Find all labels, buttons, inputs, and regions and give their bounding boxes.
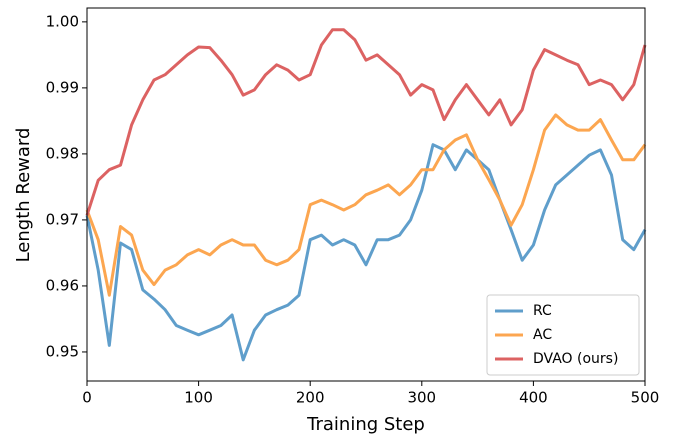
x-tick-label: 100 [184, 389, 213, 407]
series-line [85, 28, 647, 216]
y-tick-label: 1.00 [46, 12, 79, 30]
y-tick-label: 0.99 [46, 78, 79, 96]
x-tick-label: 300 [407, 389, 436, 407]
x-tick-label: 200 [296, 389, 325, 407]
legend-label: DVAO (ours) [533, 351, 618, 367]
x-tick-label: 0 [82, 389, 92, 407]
y-tick-label: 0.97 [46, 210, 79, 228]
y-tick-label: 0.95 [46, 342, 79, 360]
x-tick-label: 400 [519, 389, 548, 407]
legend-box [486, 294, 640, 376]
series-line [85, 113, 647, 297]
y-tick-label: 0.98 [46, 144, 79, 162]
y-tick-label: 0.96 [46, 276, 79, 294]
x-tick-label: 500 [631, 389, 660, 407]
legend-label: RC [533, 303, 552, 319]
y-axis-label: Length Reward [13, 128, 34, 263]
x-axis-label: Training Step [306, 414, 425, 435]
plot-frame [86, 7, 646, 382]
legend-label: AC [533, 327, 552, 343]
series-line [85, 143, 647, 362]
